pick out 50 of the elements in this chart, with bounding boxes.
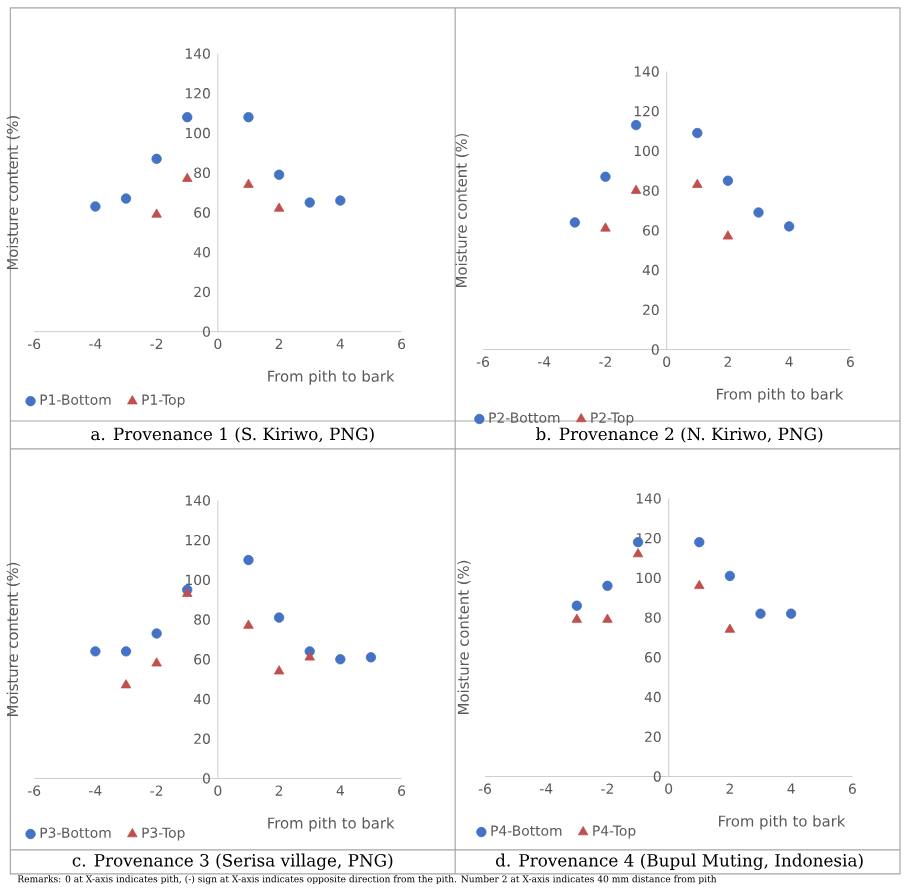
text: d. Provenance 4 (Bupul Muting, Indonesia) (495, 853, 863, 870)
point (630, 184, 642, 194)
point (243, 111, 254, 122)
point (304, 650, 315, 661)
point (692, 127, 703, 138)
point (722, 175, 734, 186)
point (90, 645, 101, 657)
point (151, 153, 162, 164)
point (151, 627, 162, 639)
point (365, 651, 377, 663)
point (273, 612, 285, 623)
point (600, 222, 611, 232)
text: b. Provenance 2 (N. Kiriwo, PNG) (536, 426, 823, 443)
text: a. Provenance 1 (S. Kiriwo, PNG) (91, 426, 374, 443)
point (120, 193, 132, 204)
point (753, 206, 764, 218)
point (273, 664, 285, 674)
point (722, 229, 734, 240)
point (273, 169, 285, 180)
point (783, 220, 795, 232)
point (243, 178, 254, 188)
point (632, 547, 644, 557)
point (243, 554, 254, 565)
point (571, 613, 583, 623)
point (151, 208, 162, 218)
point (273, 202, 285, 212)
point (694, 536, 705, 547)
point (151, 656, 162, 667)
point (600, 171, 611, 182)
point (335, 195, 346, 206)
point (571, 600, 582, 611)
point (785, 608, 797, 619)
point (692, 178, 703, 188)
point (182, 111, 193, 122)
point (724, 570, 736, 581)
point (755, 608, 766, 619)
text: c. Provenance 3 (Serisa village, PNG) (72, 853, 393, 870)
point (630, 119, 642, 130)
point (602, 613, 613, 623)
point (304, 197, 315, 208)
point (602, 580, 613, 591)
point (90, 200, 101, 212)
point (694, 579, 705, 589)
point (182, 172, 193, 182)
point (120, 645, 132, 657)
point (243, 619, 254, 629)
point (724, 623, 736, 633)
point (569, 216, 580, 228)
point (335, 653, 346, 665)
point (120, 678, 132, 688)
